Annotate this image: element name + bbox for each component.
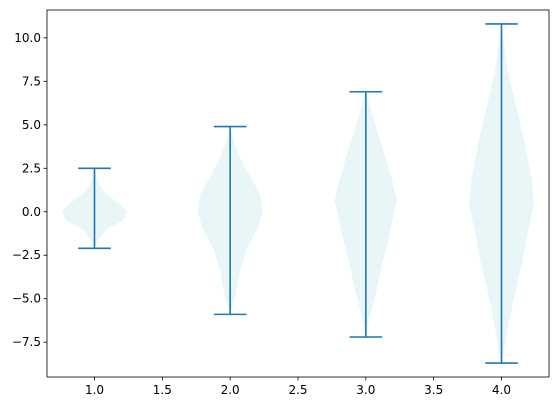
x-tick-label: 3.0	[356, 383, 375, 397]
plot-area	[47, 10, 549, 377]
y-tick-label: −2.5	[12, 248, 41, 262]
y-tick-label: 7.5	[22, 74, 41, 88]
y-axis: −7.5 −5.0 −2.5 0.0 2.5 5.0 7.5 10.0	[12, 31, 47, 349]
x-axis: 1.0 1.5 2.0 2.5 3.0 3.5 4.0	[85, 377, 511, 397]
y-tick-label: −5.0	[12, 292, 41, 306]
y-tick-label: 5.0	[22, 118, 41, 132]
x-tick-label: 3.5	[424, 383, 443, 397]
violin-lines	[78, 23, 518, 364]
x-tick-label: 2.0	[221, 383, 240, 397]
x-tick-label: 2.5	[288, 383, 307, 397]
y-tick-label: 10.0	[14, 31, 41, 45]
x-tick-label: 1.0	[85, 383, 104, 397]
y-tick-label: 0.0	[22, 205, 41, 219]
x-tick-label: 1.5	[153, 383, 172, 397]
y-tick-label: −7.5	[12, 335, 41, 349]
y-tick-label: 2.5	[22, 161, 41, 175]
x-tick-label: 4.0	[492, 383, 511, 397]
